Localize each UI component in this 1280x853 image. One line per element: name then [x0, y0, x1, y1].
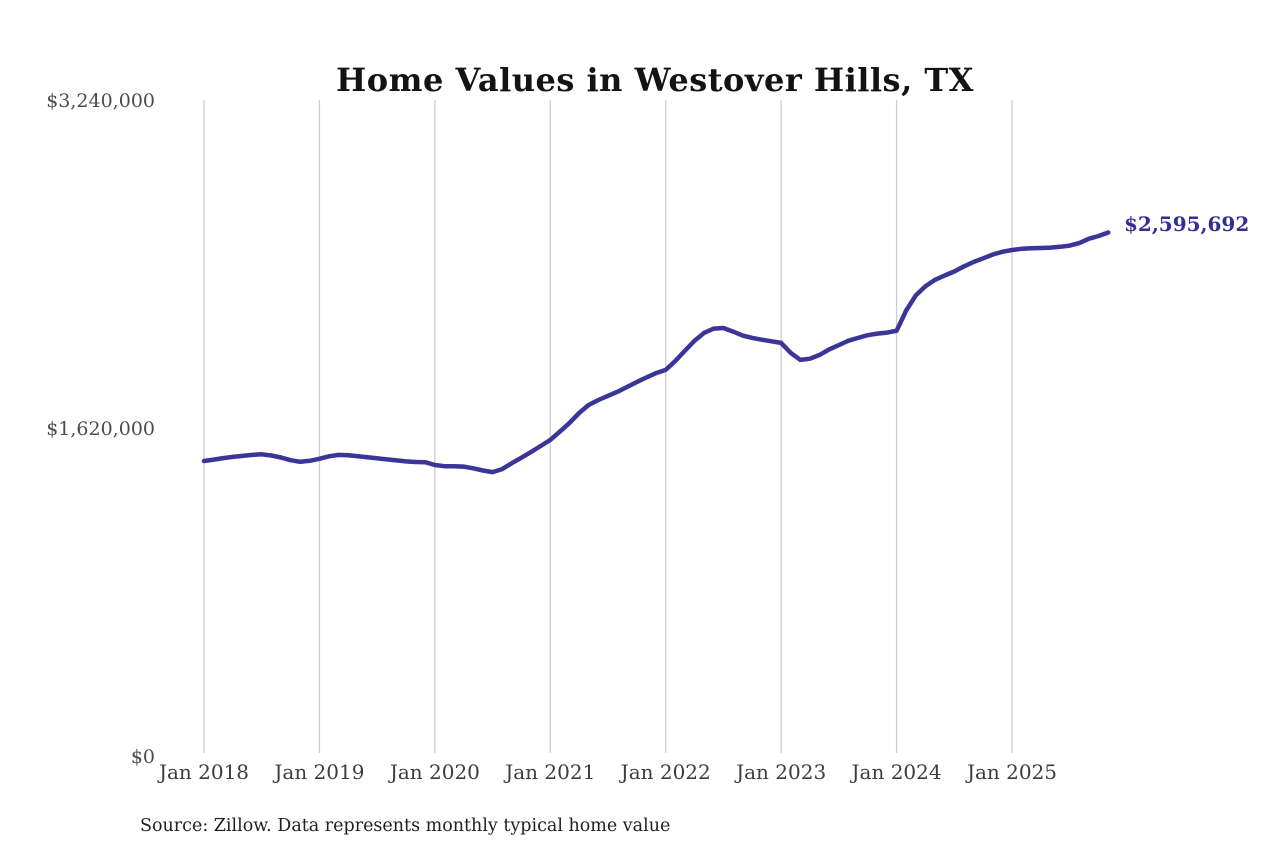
x-tick-label: Jan 2022	[620, 760, 711, 784]
chart-title: Home Values in Westover Hills, TX	[336, 61, 974, 100]
last-value-annotation: $2,595,692	[1124, 212, 1250, 236]
year-gridlines	[203, 100, 1013, 753]
x-tick-label: Jan 2019	[274, 760, 365, 784]
x-tick-label: Jan 2025	[966, 760, 1058, 784]
x-tick-label: Jan 2018	[158, 760, 250, 784]
x-tick-label: Jan 2021	[505, 760, 596, 784]
y-tick-label: $3,240,000	[46, 90, 155, 112]
x-tick-label: Jan 2024	[851, 760, 942, 784]
y-tick-label: $0	[130, 746, 155, 768]
source-note: Source: Zillow. Data represents monthly …	[140, 816, 671, 836]
x-tick-label: Jan 2020	[389, 760, 480, 784]
home-value-line	[201, 230, 1111, 475]
y-tick-label: $1,620,000	[46, 418, 155, 440]
x-tick-label: Jan 2023	[736, 760, 827, 784]
